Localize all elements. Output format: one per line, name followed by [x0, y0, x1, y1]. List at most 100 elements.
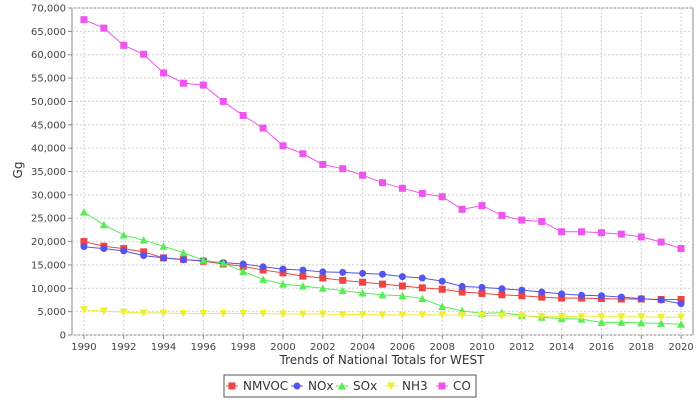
- data-point-nox: [398, 273, 406, 281]
- data-point-nox: [657, 296, 665, 304]
- data-point-sox: [199, 256, 208, 264]
- data-point-sox: [139, 236, 148, 244]
- data-point-nmvoc: [319, 274, 327, 282]
- legend-item-nmvoc: NMVOC: [226, 379, 288, 393]
- data-point-nox: [677, 300, 685, 308]
- legend-box: [223, 374, 477, 398]
- data-point-sox: [358, 288, 367, 297]
- y-tick-label: 40,000: [31, 144, 66, 155]
- data-point-nmvoc: [339, 276, 347, 284]
- data-point-nox: [120, 247, 128, 255]
- data-point-co: [498, 211, 506, 219]
- data-point-sox: [438, 302, 447, 311]
- legend-item-nh3: NH3: [385, 379, 428, 393]
- data-point-nmvoc: [677, 295, 685, 303]
- legend-item-nox: NOx: [291, 379, 334, 393]
- y-tick-label: 45,000: [31, 120, 66, 131]
- legend-marker-co: [438, 382, 446, 390]
- data-point-sox: [99, 220, 108, 229]
- data-point-nox: [80, 243, 88, 251]
- data-point-nox: [558, 290, 566, 298]
- data-point-nox: [339, 268, 347, 276]
- data-point-nox: [418, 274, 426, 282]
- legend-marker-nmvoc: [228, 382, 236, 390]
- data-point-nh3: [418, 311, 427, 319]
- data-point-co: [597, 229, 605, 237]
- data-point-co: [677, 245, 685, 253]
- data-point-nh3: [657, 313, 666, 322]
- data-point-sox: [179, 248, 188, 257]
- legend-marker-sox: [338, 382, 346, 390]
- data-point-co: [319, 160, 327, 168]
- x-tick-label: 2004: [350, 342, 375, 353]
- data-point-nh3: [557, 312, 566, 321]
- series-nox: [80, 243, 685, 308]
- data-point-nh3: [478, 311, 487, 320]
- y-tick-label: 10,000: [31, 284, 66, 295]
- y-tick-label: 50,000: [31, 97, 66, 108]
- data-point-nh3: [99, 307, 108, 316]
- y-tick-label: 55,000: [31, 74, 66, 85]
- data-point-co: [120, 41, 128, 49]
- data-point-sox: [219, 259, 228, 267]
- legend-marker-nox: [293, 382, 301, 390]
- y-axis-title: Gg: [11, 162, 25, 179]
- series-lines: [79, 16, 686, 328]
- data-point-nh3: [378, 311, 387, 319]
- data-point-sox: [318, 284, 327, 292]
- data-point-nh3: [139, 309, 148, 318]
- data-point-sox: [298, 281, 307, 290]
- data-point-nmvoc: [538, 293, 546, 301]
- data-point-sox: [79, 208, 88, 216]
- legend-item-co: CO: [436, 379, 471, 393]
- data-point-co: [239, 111, 247, 119]
- data-point-nmvoc: [458, 288, 466, 296]
- series-nh3: [79, 306, 686, 322]
- data-point-nox: [637, 295, 645, 303]
- data-point-nox: [140, 252, 148, 260]
- data-point-co: [160, 69, 168, 77]
- data-point-sox: [617, 318, 626, 326]
- data-point-nh3: [199, 310, 208, 318]
- y-tick-label: 70,000: [31, 4, 66, 15]
- x-tick-label: 2006: [390, 342, 415, 353]
- data-point-sox: [398, 291, 407, 300]
- data-point-nh3: [219, 310, 228, 318]
- data-point-nox: [617, 293, 625, 301]
- y-tick-label: 60,000: [31, 50, 66, 61]
- data-point-nmvoc: [299, 272, 307, 280]
- series-co: [80, 16, 685, 253]
- data-point-nh3: [537, 312, 546, 321]
- data-point-nh3: [398, 311, 407, 319]
- data-point-nh3: [517, 312, 526, 320]
- data-point-sox: [278, 280, 287, 288]
- legend-item-sox: SOx: [336, 379, 377, 393]
- data-point-co: [558, 228, 566, 236]
- data-point-nox: [458, 282, 466, 290]
- x-tick-label: 2020: [668, 342, 693, 353]
- x-tick-label: 1992: [111, 342, 136, 353]
- data-point-nox: [438, 277, 446, 285]
- data-point-nmvoc: [498, 291, 506, 299]
- data-point-co: [438, 193, 446, 201]
- data-point-nh3: [298, 310, 307, 318]
- data-point-co: [418, 189, 426, 197]
- data-point-nh3: [119, 308, 128, 317]
- data-point-nox: [319, 268, 327, 276]
- data-point-nh3: [159, 309, 168, 318]
- data-point-co: [379, 179, 386, 187]
- data-point-nmvoc: [80, 238, 88, 246]
- legend-label-nh3: NH3: [402, 379, 428, 393]
- data-point-nh3: [577, 313, 586, 321]
- data-point-nh3: [278, 310, 287, 318]
- data-point-nox: [597, 292, 605, 300]
- x-tick-label: 2008: [429, 342, 454, 353]
- data-point-nox: [160, 254, 168, 262]
- data-point-nox: [179, 256, 187, 264]
- data-point-co: [259, 124, 267, 132]
- data-point-co: [199, 81, 207, 89]
- data-point-nh3: [458, 311, 467, 320]
- data-point-nox: [498, 285, 506, 293]
- data-point-nmvoc: [359, 278, 367, 286]
- legend: NMVOC NOx SOx NH3 CO: [223, 374, 477, 398]
